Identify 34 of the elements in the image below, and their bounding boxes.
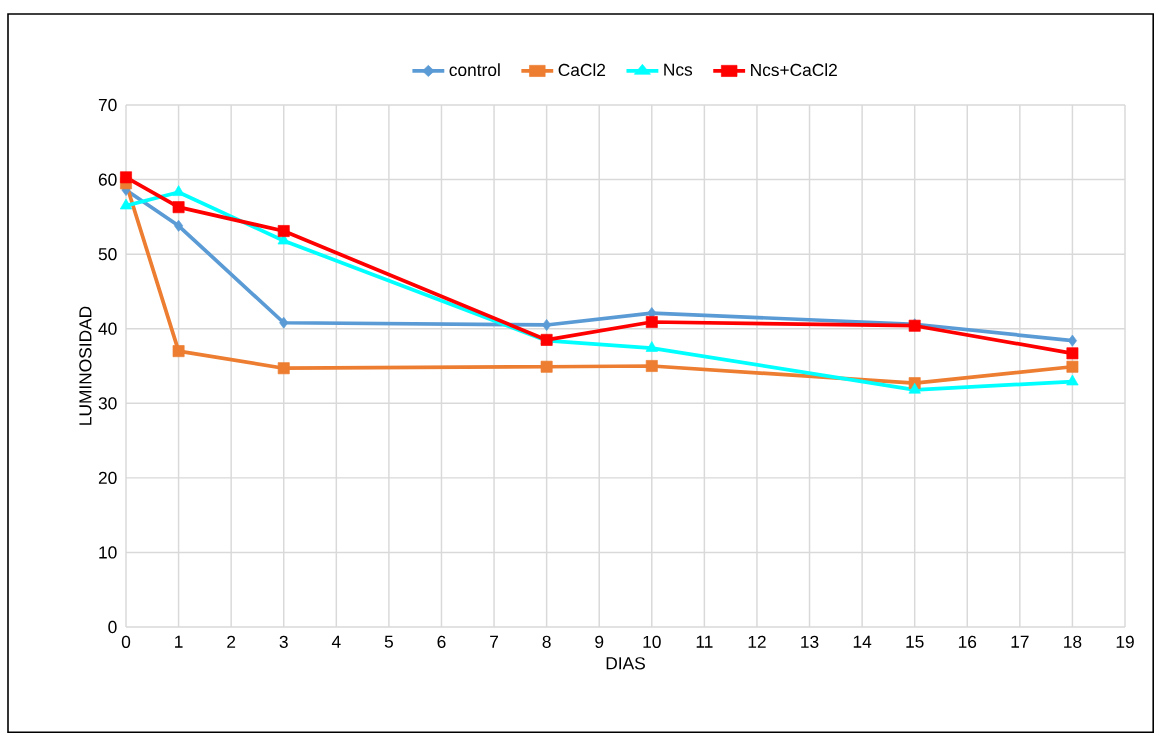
- x-tick-label: 15: [906, 635, 924, 648]
- x-tick-label: 6: [437, 635, 446, 648]
- x-tick-label: 18: [1064, 635, 1082, 648]
- x-tick-label: 1: [175, 635, 183, 648]
- y-tick-label: 20: [98, 471, 117, 484]
- y-tick-label: 40: [98, 322, 117, 335]
- y-tick-label: 0: [108, 620, 117, 634]
- x-tick-label: 12: [748, 635, 766, 648]
- x-tick-label: 10: [643, 635, 661, 648]
- x-tick-label: 9: [595, 635, 604, 648]
- x-tick-label: 4: [331, 635, 341, 648]
- legend-label: CaCl2: [558, 63, 606, 77]
- x-tick-label: 19: [1116, 635, 1134, 648]
- x-tick-label: 2: [227, 635, 236, 648]
- y-tick-label: 60: [98, 173, 117, 186]
- x-tick-label: 3: [279, 635, 288, 648]
- x-tick-label: 8: [542, 635, 551, 648]
- y-tick-label: 30: [98, 397, 117, 410]
- x-tick-label: 17: [1011, 635, 1029, 648]
- y-axis-title: LUMINOSIDAD: [79, 306, 92, 425]
- x-tick-label: 7: [490, 635, 498, 648]
- legend-label: Ncs: [664, 63, 693, 76]
- x-tick-label: 11: [696, 635, 713, 648]
- x-tick-label: 5: [384, 635, 393, 648]
- legend-label: Ncs+CaCl2: [751, 63, 837, 77]
- x-tick-label: 16: [958, 635, 977, 648]
- x-tick-label: 13: [801, 635, 819, 648]
- legend-label: control: [449, 63, 500, 77]
- y-tick-label: 50: [98, 248, 117, 261]
- x-tick-label: 0: [121, 635, 131, 648]
- y-tick-label: 70: [98, 98, 117, 112]
- x-axis-title: DIAS: [606, 657, 645, 670]
- y-tick-label: 10: [99, 546, 117, 559]
- x-tick-label: 14: [853, 635, 872, 648]
